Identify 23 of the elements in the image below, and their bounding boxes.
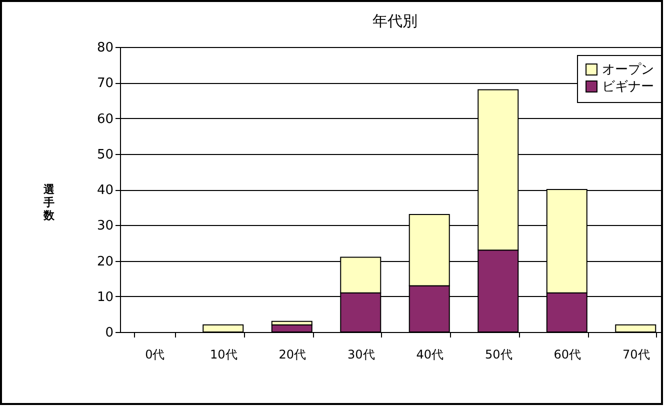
x-tick-label: 40代	[416, 348, 444, 362]
x-tick-label: 10代	[210, 348, 238, 362]
legend-label: ビギナー	[602, 80, 654, 94]
y-tick-label: 20	[96, 254, 114, 270]
bar	[202, 324, 244, 332]
x-tick-label: 70代	[622, 348, 650, 362]
y-tick-label: 50	[96, 147, 114, 162]
bar	[615, 324, 656, 332]
y-axis-title: 選手数	[42, 183, 56, 222]
y-tick-label: 70	[96, 76, 114, 92]
y-tick-label: 60	[96, 112, 114, 127]
x-tick-label: 50代	[484, 348, 512, 362]
x-tick-label: 30代	[347, 348, 375, 362]
y-tick-label: 0	[105, 326, 114, 340]
x-tick-label: 60代	[554, 348, 582, 362]
legend-label: オープン	[602, 62, 654, 78]
chart-title: 年代別	[372, 12, 418, 30]
y-tick-label: 30	[96, 218, 114, 234]
y-tick-label: 80	[96, 40, 114, 56]
y-tick-label: 40	[96, 183, 114, 198]
x-tick-label: 0代	[145, 348, 165, 362]
x-tick-label: 20代	[278, 348, 306, 362]
y-tick-label: 10	[96, 290, 114, 305]
